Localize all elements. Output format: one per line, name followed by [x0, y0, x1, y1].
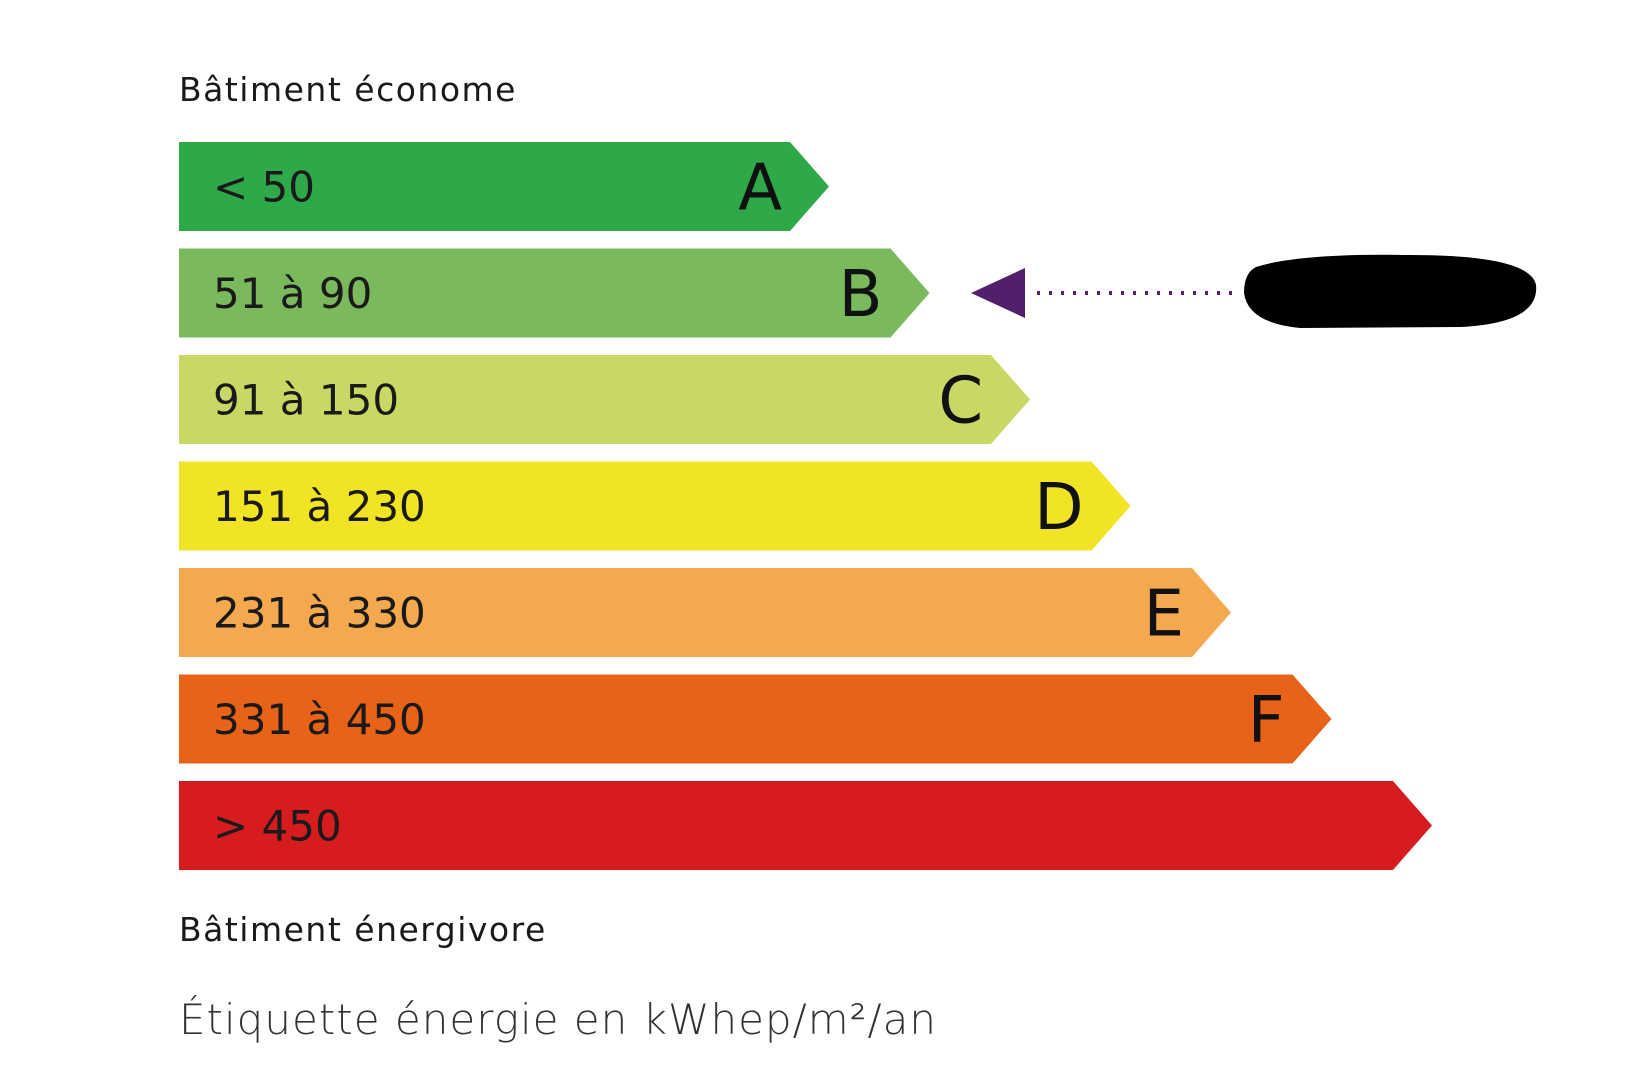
class-letter-A: A [738, 152, 782, 226]
class-letter-D: D [1034, 471, 1083, 545]
range-label-C: 91 à 150 [213, 376, 399, 425]
bar-A [179, 142, 829, 231]
range-label-B: 51 à 90 [213, 269, 372, 318]
top-label: Bâtiment économe [179, 70, 517, 109]
range-label-E: 231 à 330 [213, 589, 426, 638]
bar-B [179, 248, 930, 338]
bar-C [179, 355, 1030, 444]
class-letter-E: E [1144, 578, 1184, 652]
caption: Étiquette énergie en kWhep/m²/an [179, 995, 937, 1044]
class-letter-F: F [1248, 684, 1285, 758]
range-label-A: < 50 [213, 163, 315, 212]
bottom-label: Bâtiment énergivore [179, 910, 547, 949]
range-label-D: 151 à 230 [213, 482, 426, 531]
bar-D [179, 461, 1131, 551]
bar-E [179, 568, 1231, 657]
class-letter-B: B [839, 258, 883, 332]
redaction-mark [1244, 254, 1537, 328]
bar-F [179, 674, 1332, 764]
indicator-arrow-icon [971, 268, 1025, 318]
bar-G [179, 781, 1432, 870]
class-letter-C: C [938, 365, 983, 439]
range-label-G: > 450 [213, 802, 342, 851]
range-label-F: 331 à 450 [213, 695, 426, 744]
